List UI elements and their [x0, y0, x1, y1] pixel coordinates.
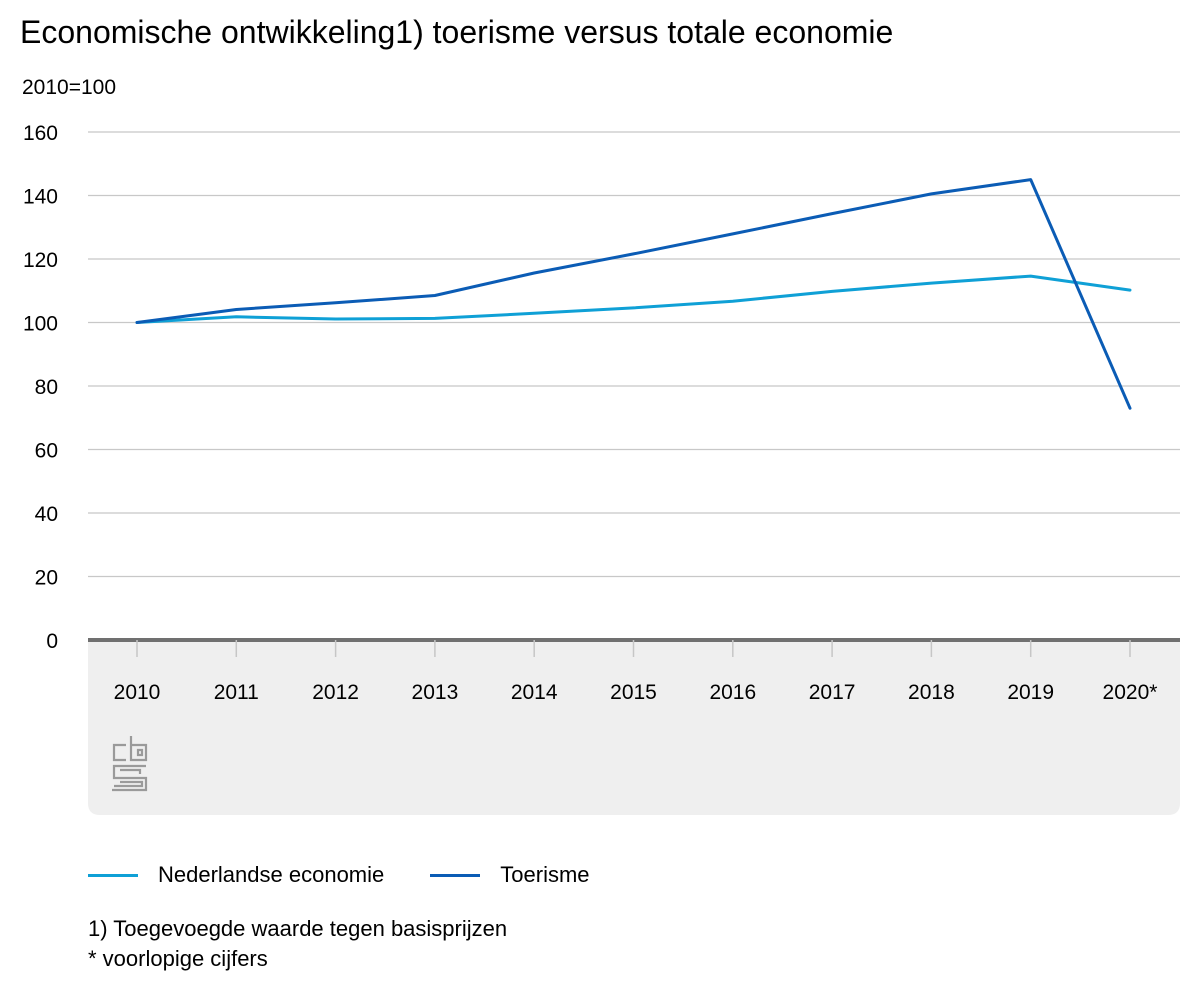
y-tick-label: 0: [46, 630, 58, 653]
legend-item-toerisme: Toerisme: [430, 862, 590, 888]
y-tick-label: 160: [23, 122, 58, 145]
chart-legend: Nederlandse economie Toerisme: [88, 862, 636, 888]
y-tick-label: 100: [23, 313, 58, 336]
cbs-logo-icon: [112, 736, 148, 792]
y-tick-label: 80: [35, 376, 58, 399]
x-axis-panel: [88, 640, 1180, 815]
chart-title: Economische ontwikkeling1) toerisme vers…: [20, 14, 894, 50]
footnote-1: 1) Toegevoegde waarde tegen basisprijzen: [88, 916, 508, 941]
x-tick-label: 2012: [312, 681, 359, 704]
y-tick-label: 120: [23, 249, 58, 272]
legend-label: Toerisme: [500, 862, 590, 887]
footnotes: 1) Toegevoegde waarde tegen basisprijzen…: [88, 914, 507, 974]
footnote-2: * voorlopige cijfers: [88, 946, 268, 971]
y-tick-label: 40: [35, 503, 58, 526]
x-tick-label: 2018: [908, 681, 955, 704]
x-tick-label: 2017: [809, 681, 856, 704]
y-axis-unit-label: 2010=100: [22, 76, 117, 99]
x-tick-label: 2014: [511, 681, 558, 704]
y-tick-label: 60: [35, 440, 58, 463]
legend-label: Nederlandse economie: [158, 862, 385, 887]
line-chart: 0 20 40 60 80 100 120 140 160 2010 2011 2012 2013 201…: [23, 122, 1180, 815]
series-line-toerisme: [135, 178, 1132, 410]
legend-swatch-light-blue: [88, 873, 138, 877]
series-line-nederlandse-economie: [135, 274, 1132, 324]
legend-item-nederlandse-economie: Nederlandse economie: [88, 862, 384, 888]
y-tick-label: 20: [35, 567, 58, 590]
x-tick-label: 2015: [610, 681, 657, 704]
x-tick-label: 2016: [709, 681, 756, 704]
x-tick-label: 2013: [412, 681, 459, 704]
x-tick-label: 2019: [1007, 681, 1054, 704]
y-tick-label: 140: [23, 186, 58, 209]
x-tick-label: 2011: [214, 681, 259, 704]
x-tick-label: 2010: [114, 681, 161, 704]
x-tick-label: 2020*: [1103, 681, 1158, 704]
legend-swatch-dark-blue: [430, 873, 481, 877]
